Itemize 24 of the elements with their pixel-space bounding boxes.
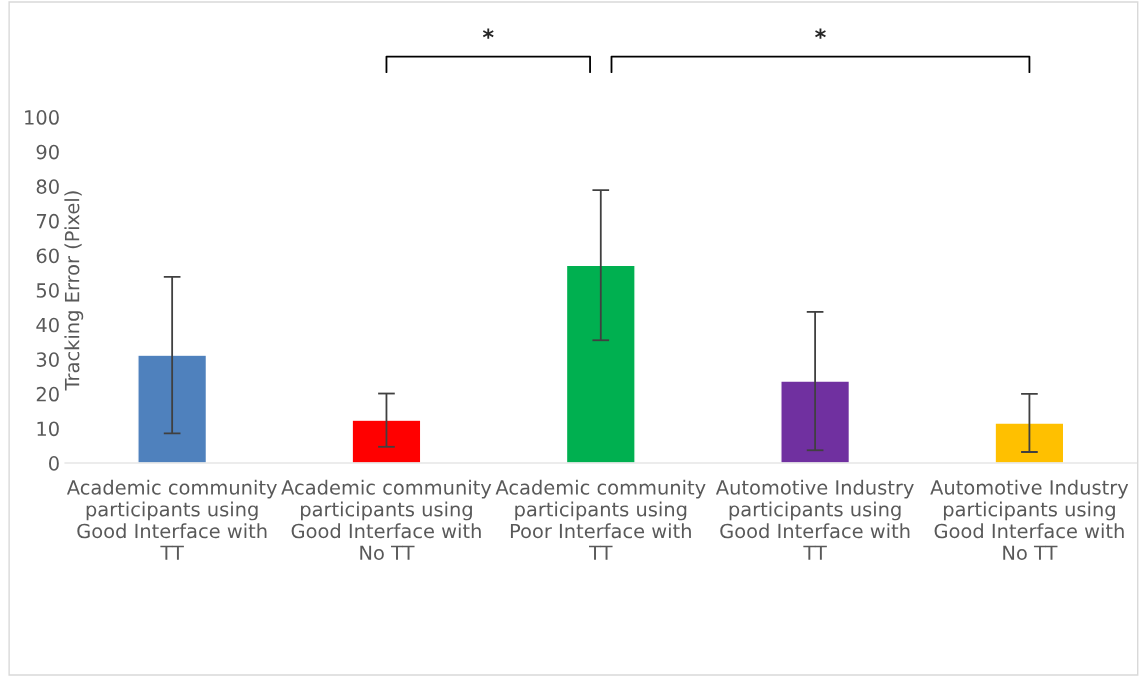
text: * <box>815 28 826 39</box>
y-tick-label: 50 <box>36 283 59 298</box>
bar <box>137 354 208 464</box>
y-tick-label: 70 <box>36 213 59 229</box>
y-tick-label: 20 <box>36 386 59 402</box>
y-tick-label: 90 <box>36 144 59 160</box>
y-tick-label: 80 <box>36 179 59 194</box>
y-tick-label: 0 <box>49 456 59 471</box>
y-tick-label: 40 <box>36 317 59 333</box>
x-tick-label: Academic community participants using Good Interface with TT <box>66 479 277 560</box>
bar <box>565 264 636 464</box>
x-tick-label: Automotive Industry participants using Good Interface with No TT <box>930 479 1129 561</box>
y-tick-label: 30 <box>36 352 59 367</box>
y-axis-title: Tracking Error (Pixel) <box>64 191 84 391</box>
bar <box>994 422 1065 464</box>
y-tick-label: 10 <box>37 421 59 437</box>
y-tick-label: 100 <box>25 110 59 125</box>
bar <box>780 380 851 464</box>
x-tick-label: Academic community participants using Poor Interface with TT <box>495 479 706 560</box>
x-tick-label: Academic community participants using Good Interface with No TT <box>281 479 492 561</box>
x-tick-label: Automotive Industry participants using Good Interface with TT <box>715 479 914 560</box>
bar <box>351 419 422 464</box>
text: * <box>482 28 494 39</box>
y-tick-label: 60 <box>36 248 59 264</box>
